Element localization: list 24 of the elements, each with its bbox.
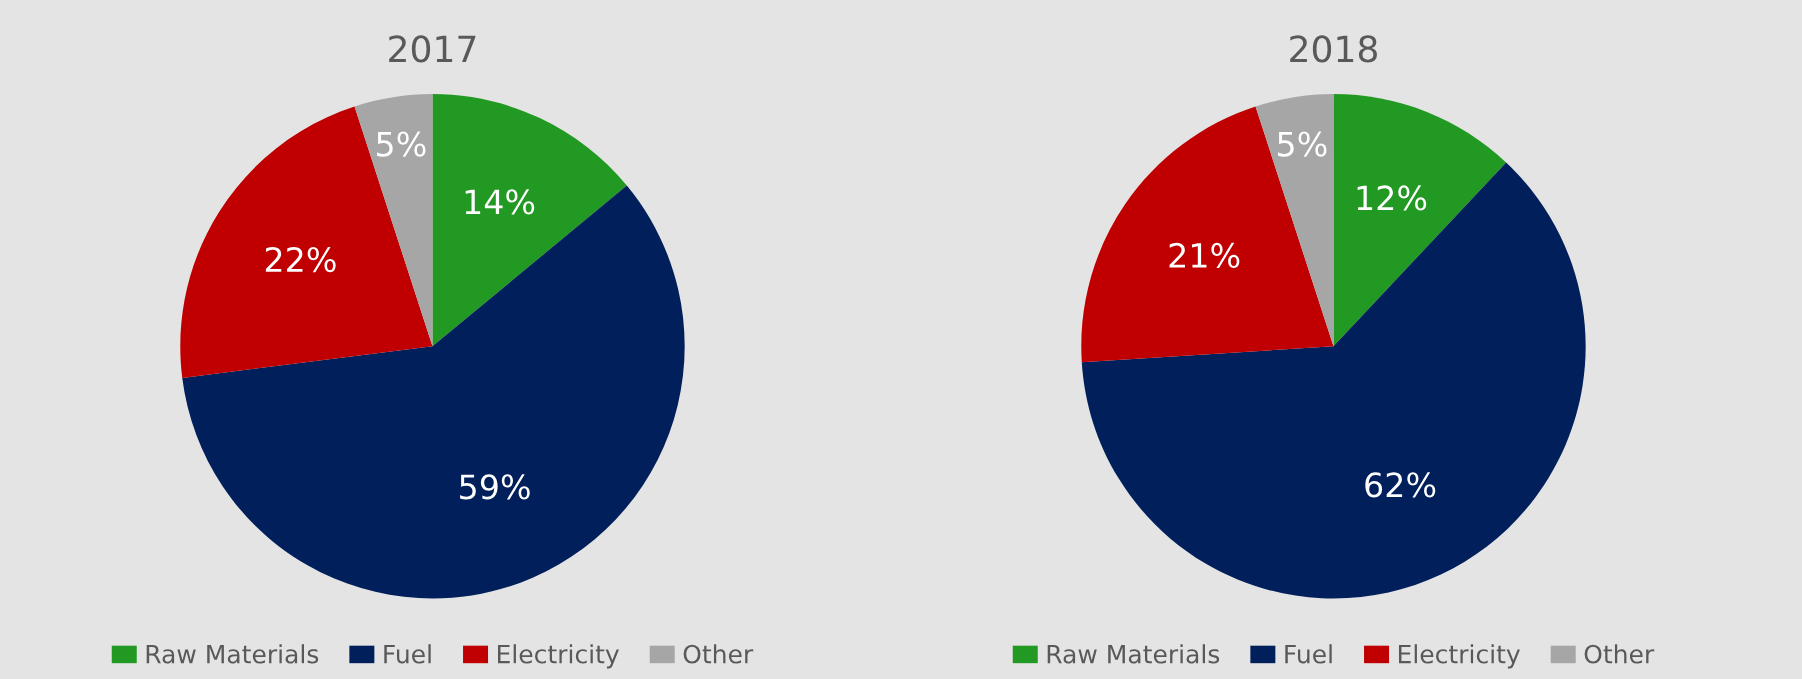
- legend-label: Electricity: [497, 644, 619, 669]
- pie-slice: [432, 94, 627, 347]
- data-label: 5%: [1278, 131, 1327, 157]
- legend-label: Other: [1584, 644, 1655, 664]
- data-label: 5%: [377, 131, 426, 157]
- chart-title: 2018: [1290, 35, 1377, 63]
- data-label: 62%: [1365, 472, 1436, 498]
- legend-label: Fuel: [384, 644, 431, 664]
- pie-slice: [1081, 162, 1586, 599]
- data-label: 21%: [1169, 242, 1240, 269]
- data-label: 12%: [1357, 185, 1427, 211]
- pie-slice: [1081, 106, 1334, 363]
- pie-slice: [1333, 94, 1507, 347]
- data-label: 59%: [460, 474, 530, 500]
- legend-label: Raw Materials: [146, 644, 319, 664]
- legend-label: Fuel: [1285, 644, 1332, 664]
- legend-label: Raw Materials: [1047, 644, 1220, 664]
- data-label: 22%: [265, 246, 336, 273]
- chart-title: 2017: [389, 35, 476, 63]
- data-label: 14%: [465, 189, 535, 215]
- legend-label: Other: [683, 644, 754, 664]
- pie-slice: [182, 185, 685, 599]
- legend-label: Electricity: [1398, 644, 1520, 669]
- pie-slice: [180, 106, 433, 378]
